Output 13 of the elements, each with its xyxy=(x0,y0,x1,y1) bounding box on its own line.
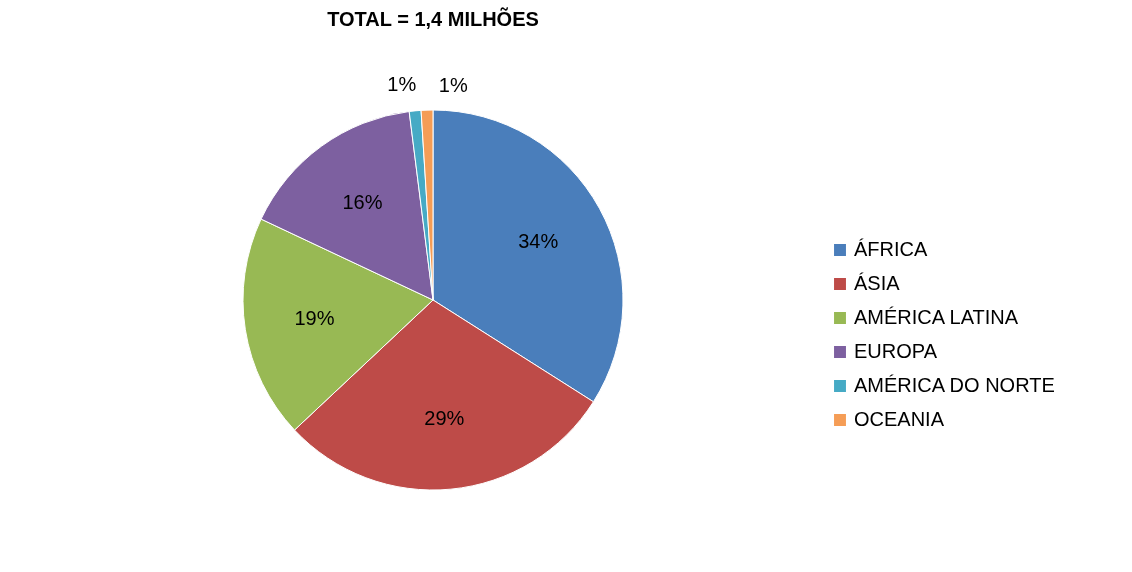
data-label: 1% xyxy=(438,73,468,96)
legend-label: AMÉRICA DO NORTE xyxy=(854,374,1055,396)
data-label: 1% xyxy=(387,73,417,96)
legend-label: ÁFRICA xyxy=(854,238,928,260)
legend-label: OCEANIA xyxy=(854,408,945,430)
data-label: 16% xyxy=(342,190,383,213)
legend-label: ÁSIA xyxy=(854,272,901,294)
legend-label: EUROPA xyxy=(854,340,938,362)
legend-label: AMÉRICA LATINA xyxy=(854,306,1019,328)
data-label: 29% xyxy=(424,407,465,430)
chart-title: TOTAL = 1,4 MILHÕES xyxy=(327,7,539,30)
data-label: 34% xyxy=(518,230,559,253)
data-label: 19% xyxy=(294,306,335,329)
